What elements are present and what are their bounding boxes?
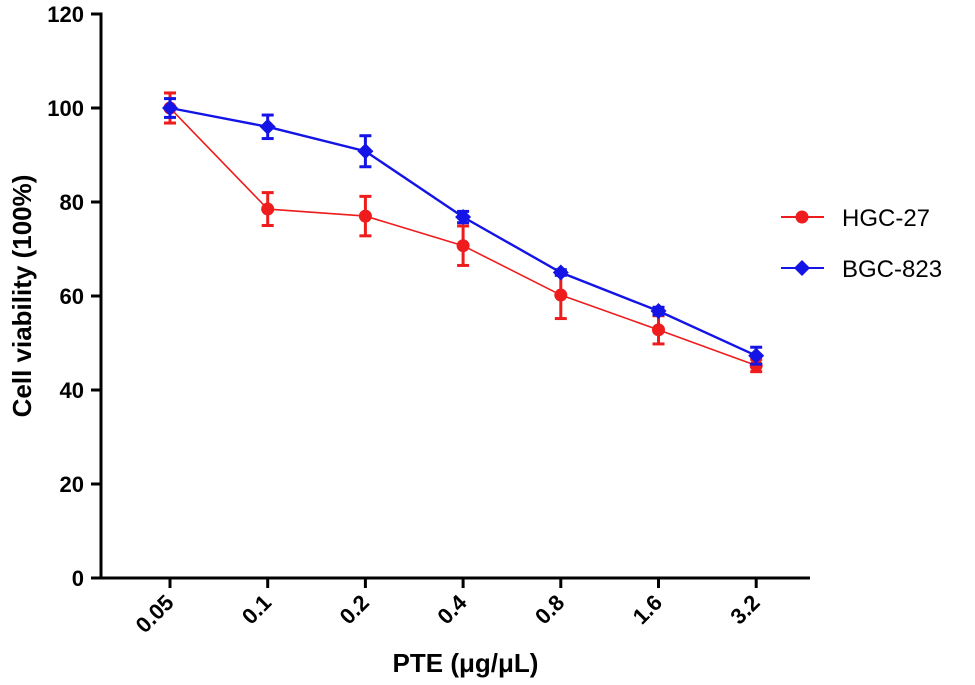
legend-label: BGC-823 [842, 256, 942, 283]
x-tick-label: 0.1 [237, 590, 276, 629]
y-ticks: 0 20 40 60 80 100 120 [47, 2, 101, 591]
y-tick-label: 60 [60, 284, 84, 309]
data-point [554, 288, 568, 302]
series-hgc-27 [163, 91, 763, 374]
data-point [358, 209, 372, 223]
x-ticks: 0.05 0.1 0.2 0.4 0.8 1.6 3.2 [131, 578, 765, 638]
data-point [259, 118, 276, 135]
data-point [650, 303, 667, 320]
y-axis-title: Cell viability (100%) [7, 175, 37, 418]
series-layer [162, 91, 765, 374]
data-point [357, 143, 374, 160]
data-point [261, 202, 275, 216]
x-tick-label: 0.8 [530, 590, 569, 629]
legend-marker [794, 260, 810, 276]
axes [99, 12, 810, 580]
legend-item-hgc-27: HGC-27 [781, 205, 930, 232]
y-tick-label: 20 [60, 472, 84, 497]
data-point [456, 239, 470, 253]
data-point [652, 323, 665, 337]
series-bgc-823 [162, 97, 765, 366]
y-tick-label: 100 [47, 96, 84, 121]
y-tick-label: 0 [72, 566, 84, 591]
x-tick-label: 3.2 [725, 590, 764, 629]
x-tick-label: 0.4 [432, 589, 472, 629]
y-tick-label: 80 [60, 190, 84, 215]
legend-label: HGC-27 [842, 205, 930, 232]
data-point [162, 100, 178, 116]
y-tick-label: 120 [47, 2, 84, 27]
x-tick-label: 0.2 [335, 590, 374, 629]
x-axis-title: PTE (μg/μL) [393, 648, 539, 678]
data-point [455, 209, 472, 226]
data-point [552, 264, 569, 281]
legend-marker [795, 210, 809, 224]
data-point [748, 347, 765, 364]
y-tick-label: 40 [60, 378, 84, 403]
legend: HGC-27 BGC-823 [781, 205, 942, 283]
legend-item-bgc-823: BGC-823 [781, 256, 942, 283]
x-tick-label: 0.05 [131, 590, 179, 638]
x-tick-label: 1.6 [628, 590, 667, 629]
